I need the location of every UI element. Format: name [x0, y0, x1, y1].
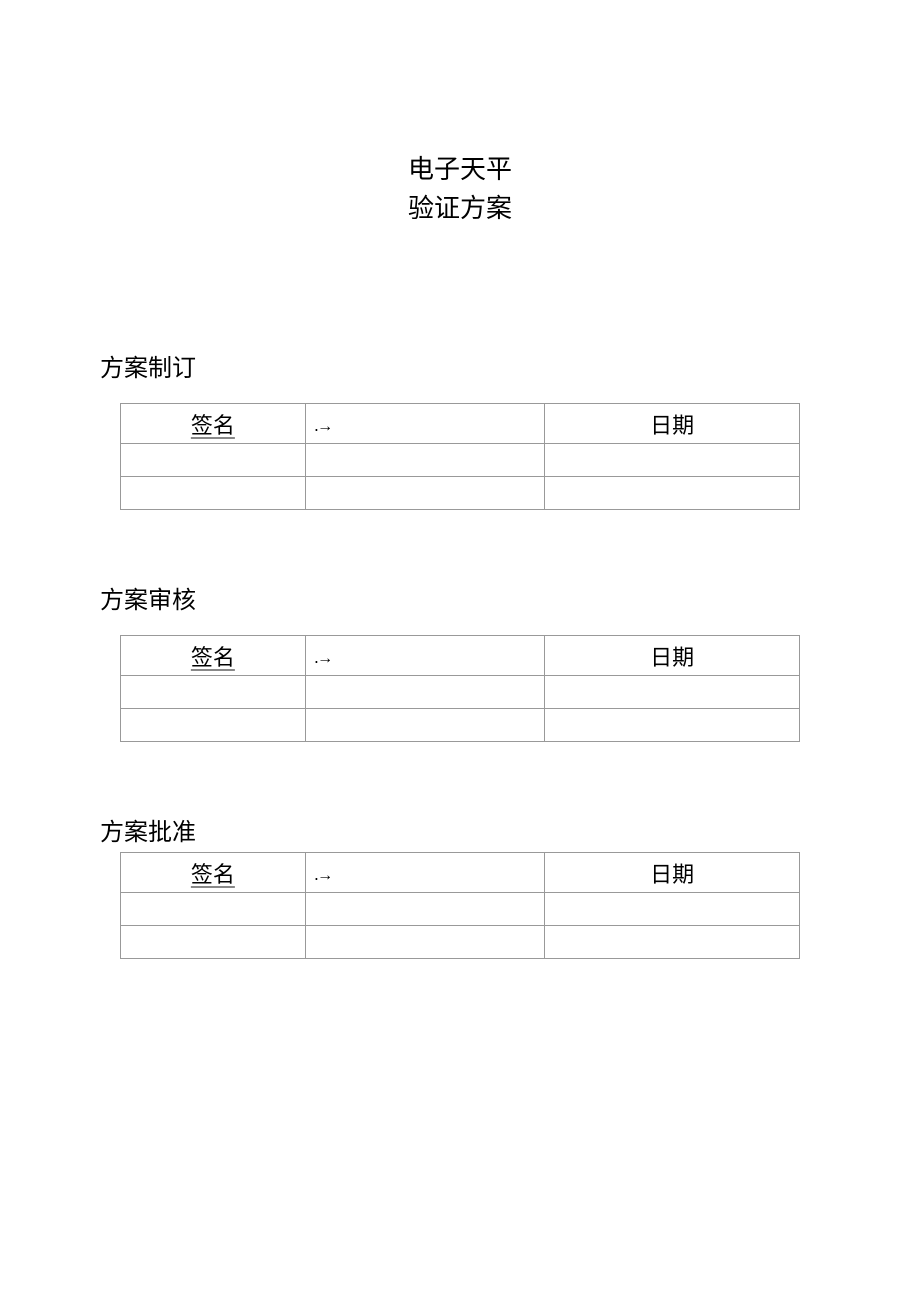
- table-row: [121, 477, 800, 510]
- header-date: 日期: [545, 404, 800, 444]
- cell-date: [545, 444, 800, 477]
- cell-department: [305, 676, 545, 709]
- cell-department: [305, 477, 545, 510]
- heading-approval: 方案批准: [100, 812, 820, 847]
- table-row: [121, 676, 800, 709]
- table-approval: 签名 ․→ 日期: [120, 852, 800, 959]
- cell-date: [545, 926, 800, 959]
- cell-signature: [121, 477, 306, 510]
- section-review: 方案审核 签名 ․→ 日期: [100, 580, 820, 742]
- table-row: [121, 926, 800, 959]
- section-approval: 方案批准 签名 ․→ 日期: [100, 812, 820, 959]
- header-signature: 签名: [121, 636, 306, 676]
- cell-signature: [121, 709, 306, 742]
- cell-department: [305, 709, 545, 742]
- table-row: [121, 444, 800, 477]
- cell-date: [545, 893, 800, 926]
- table-header-row: 签名 ․→ 日期: [121, 636, 800, 676]
- cell-department: [305, 926, 545, 959]
- cell-signature: [121, 444, 306, 477]
- table-preparation: 签名 ․→ 日期: [120, 403, 800, 510]
- cell-signature: [121, 893, 306, 926]
- cell-date: [545, 676, 800, 709]
- cell-department: [305, 893, 545, 926]
- cell-signature: [121, 676, 306, 709]
- document-title: 电子天平 验证方案: [100, 150, 820, 228]
- header-date: 日期: [545, 636, 800, 676]
- header-date: 日期: [545, 853, 800, 893]
- heading-review: 方案审核: [100, 580, 820, 615]
- table-row: [121, 893, 800, 926]
- title-line-1: 电子天平: [100, 150, 820, 189]
- section-preparation: 方案制订 签名 ․→ 日期: [100, 348, 820, 510]
- header-signature: 签名: [121, 853, 306, 893]
- header-department: ․→: [305, 404, 545, 444]
- cell-signature: [121, 926, 306, 959]
- cell-date: [545, 477, 800, 510]
- heading-preparation: 方案制订: [100, 348, 820, 383]
- header-department: ․→: [305, 853, 545, 893]
- table-review: 签名 ․→ 日期: [120, 635, 800, 742]
- cell-department: [305, 444, 545, 477]
- header-signature: 签名: [121, 404, 306, 444]
- cell-date: [545, 709, 800, 742]
- table-header-row: 签名 ․→ 日期: [121, 404, 800, 444]
- table-header-row: 签名 ․→ 日期: [121, 853, 800, 893]
- title-line-2: 验证方案: [100, 189, 820, 228]
- table-row: [121, 709, 800, 742]
- header-department: ․→: [305, 636, 545, 676]
